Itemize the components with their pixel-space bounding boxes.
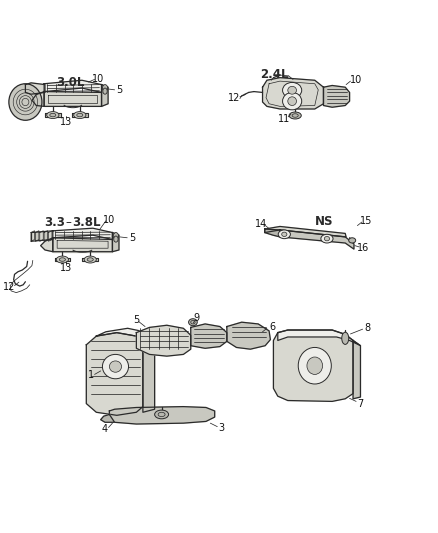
Ellipse shape	[307, 357, 323, 374]
Polygon shape	[324, 85, 350, 107]
Text: 10: 10	[350, 75, 362, 85]
Ellipse shape	[278, 230, 290, 239]
Text: 5: 5	[129, 233, 135, 243]
Ellipse shape	[283, 83, 302, 98]
Ellipse shape	[50, 114, 56, 117]
Polygon shape	[353, 341, 360, 399]
Polygon shape	[32, 92, 44, 107]
Polygon shape	[41, 238, 53, 252]
Ellipse shape	[283, 92, 302, 110]
Ellipse shape	[113, 232, 119, 239]
Text: 5: 5	[133, 314, 139, 325]
Ellipse shape	[325, 237, 329, 241]
Text: 14: 14	[254, 219, 267, 229]
Polygon shape	[86, 333, 143, 415]
Polygon shape	[102, 85, 108, 107]
Text: 7: 7	[357, 399, 364, 409]
Text: 12: 12	[228, 93, 240, 103]
Ellipse shape	[114, 236, 118, 242]
Text: 2.4L: 2.4L	[260, 68, 289, 80]
Text: 10: 10	[103, 214, 116, 224]
Ellipse shape	[288, 86, 297, 94]
Ellipse shape	[321, 235, 333, 243]
Polygon shape	[25, 83, 45, 94]
Text: 13: 13	[60, 263, 72, 273]
Ellipse shape	[191, 320, 195, 324]
Polygon shape	[143, 336, 155, 412]
Text: 6: 6	[269, 321, 275, 332]
Polygon shape	[40, 231, 43, 241]
Polygon shape	[265, 229, 280, 237]
Text: 13: 13	[60, 117, 72, 127]
Text: 16: 16	[357, 243, 370, 253]
Ellipse shape	[289, 112, 301, 119]
Polygon shape	[44, 80, 102, 92]
Ellipse shape	[102, 85, 108, 92]
Ellipse shape	[342, 332, 349, 344]
Ellipse shape	[59, 258, 65, 261]
Ellipse shape	[189, 319, 197, 326]
Text: 3.0L: 3.0L	[56, 76, 84, 90]
Ellipse shape	[9, 84, 42, 120]
Ellipse shape	[158, 412, 165, 417]
Ellipse shape	[87, 258, 93, 261]
Polygon shape	[278, 330, 360, 346]
Ellipse shape	[84, 256, 96, 263]
Polygon shape	[273, 330, 353, 401]
Text: 3.8L: 3.8L	[72, 216, 100, 230]
Text: 4: 4	[102, 424, 108, 434]
Polygon shape	[53, 238, 113, 252]
Ellipse shape	[77, 114, 83, 117]
Ellipse shape	[349, 238, 356, 243]
Polygon shape	[55, 258, 70, 261]
Polygon shape	[72, 114, 88, 117]
Text: –: –	[66, 216, 72, 230]
Polygon shape	[82, 258, 98, 261]
Text: 3.3: 3.3	[44, 216, 65, 230]
Polygon shape	[53, 228, 113, 239]
Text: 15: 15	[360, 216, 372, 226]
Polygon shape	[96, 328, 155, 346]
Polygon shape	[136, 325, 191, 356]
Ellipse shape	[103, 88, 107, 94]
Polygon shape	[45, 114, 60, 117]
Text: 1: 1	[88, 370, 94, 380]
Text: NS: NS	[315, 215, 333, 228]
Ellipse shape	[47, 111, 59, 118]
Polygon shape	[49, 231, 52, 241]
Ellipse shape	[102, 354, 128, 379]
Text: 8: 8	[365, 324, 371, 333]
Polygon shape	[227, 322, 270, 349]
Polygon shape	[31, 231, 35, 241]
Ellipse shape	[288, 97, 297, 106]
Ellipse shape	[298, 348, 331, 384]
Polygon shape	[110, 407, 215, 424]
Polygon shape	[191, 324, 227, 348]
Polygon shape	[262, 78, 324, 109]
Text: 12: 12	[3, 282, 15, 293]
Text: 9: 9	[193, 313, 199, 323]
Polygon shape	[101, 415, 115, 422]
Polygon shape	[265, 227, 346, 237]
Ellipse shape	[282, 232, 287, 237]
Polygon shape	[280, 230, 354, 249]
Ellipse shape	[57, 256, 68, 263]
Ellipse shape	[74, 111, 86, 118]
Text: 11: 11	[278, 114, 290, 124]
Ellipse shape	[110, 361, 122, 372]
Text: 5: 5	[116, 85, 122, 95]
Ellipse shape	[292, 114, 298, 117]
Polygon shape	[44, 92, 102, 107]
Ellipse shape	[155, 410, 169, 419]
Text: 10: 10	[92, 74, 104, 84]
Text: 3: 3	[218, 423, 224, 433]
Polygon shape	[113, 232, 119, 252]
Polygon shape	[44, 231, 48, 241]
Polygon shape	[35, 231, 39, 241]
